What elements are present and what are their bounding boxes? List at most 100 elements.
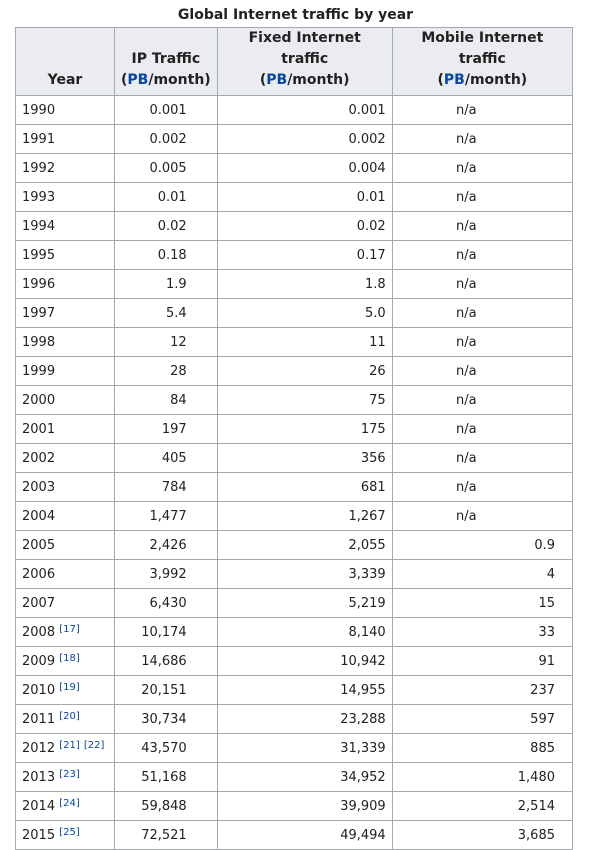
pb-link[interactable]: PB: [127, 72, 149, 88]
table-row: 1995 0.18 0.17 n/a: [15, 240, 574, 270]
year-value: 1997: [22, 305, 56, 321]
ip-traffic-cell: 784: [114, 472, 218, 502]
year-value: 1991: [22, 131, 56, 147]
mobile-traffic-cell: 3,685: [391, 820, 574, 850]
year-cell: 1990: [15, 95, 115, 125]
year-value: 2007: [22, 595, 56, 611]
year-cell: 1997: [15, 298, 115, 328]
table-row: 1991 0.002 0.002 n/a: [15, 124, 574, 154]
header-fixed-label: Fixed Internet traffic: [248, 30, 361, 67]
header-year: Year: [15, 27, 115, 96]
table-row: 1997 5.4 5.0 n/a: [15, 298, 574, 328]
ip-traffic-cell: 0.001: [114, 95, 218, 125]
year-cell: 2015 [25]: [15, 820, 115, 850]
unit-open: (: [121, 72, 128, 88]
reference-link[interactable]: [21]: [59, 739, 80, 751]
fixed-traffic-cell: 356: [216, 443, 393, 473]
year-value: 1995: [22, 247, 56, 263]
table-row: 2004 1,477 1,267 n/a: [15, 501, 574, 531]
year-cell: 2012 [21] [22]: [15, 733, 115, 763]
reference-link[interactable]: [23]: [59, 768, 80, 780]
fixed-traffic-cell: 0.004: [216, 153, 393, 183]
reference-link[interactable]: [22]: [83, 739, 105, 751]
year-cell: 1994: [15, 211, 115, 241]
reference-link[interactable]: [24]: [59, 797, 80, 809]
fixed-traffic-cell: 39,909: [216, 791, 393, 821]
unit-close: ): [520, 72, 528, 88]
table-row: 1999 28 26 n/a: [15, 356, 574, 386]
table-row: 2012 [21] [22] 43,570 31,339 885: [15, 733, 574, 763]
ip-traffic-cell: 6,430: [114, 588, 218, 618]
ip-traffic-cell: 3,992: [114, 559, 218, 589]
year-value: 1994: [22, 218, 56, 234]
fixed-traffic-cell: 8,140: [216, 617, 393, 647]
reference-link[interactable]: [19]: [59, 681, 80, 693]
fixed-traffic-cell: 75: [216, 385, 393, 415]
table-row: 1993 0.01 0.01 n/a: [15, 182, 574, 212]
mobile-traffic-cell: n/a: [391, 124, 574, 154]
reference-link[interactable]: [18]: [59, 652, 80, 664]
year-value: 1992: [22, 160, 56, 176]
year-cell: 2005: [15, 530, 115, 560]
ip-traffic-cell: 5.4: [114, 298, 218, 328]
fixed-traffic-cell: 681: [216, 472, 393, 502]
year-cell: 2002: [15, 443, 115, 473]
fixed-traffic-cell: 1,267: [216, 501, 393, 531]
year-cell: 1992: [15, 153, 115, 183]
year-cell: 2006: [15, 559, 115, 589]
table-body: 1990 0.001 0.001 n/a 1991 0.002 0.002 n/a 1992 0.…: [15, 95, 574, 850]
fixed-traffic-cell: 26: [216, 356, 393, 386]
unit-close: ): [204, 72, 211, 88]
unit-rest: /month: [464, 72, 521, 88]
table-row: 2008 [17] 10,174 8,140 33: [15, 617, 574, 647]
mobile-traffic-cell: 4: [391, 559, 574, 589]
ip-traffic-cell: 1,477: [114, 501, 218, 531]
table-row: 2009 [18] 14,686 10,942 91: [15, 646, 574, 676]
pb-link[interactable]: PB: [266, 72, 288, 88]
reference-link[interactable]: [17]: [59, 623, 80, 635]
reference-link[interactable]: [25]: [59, 826, 80, 838]
header-ip-label: IP Traffic: [131, 51, 201, 67]
table-row: 2002 405 356 n/a: [15, 443, 574, 473]
fixed-traffic-cell: 5.0: [216, 298, 393, 328]
fixed-traffic-cell: 34,952: [216, 762, 393, 792]
pb-link[interactable]: PB: [443, 72, 465, 88]
fixed-traffic-cell: 0.01: [216, 182, 393, 212]
year-cell: 1998: [15, 327, 115, 357]
table-row: 1990 0.001 0.001 n/a: [15, 95, 574, 125]
mobile-traffic-cell: n/a: [391, 327, 574, 357]
year-value: 2009: [22, 653, 56, 669]
fixed-traffic-cell: 0.17: [216, 240, 393, 270]
table-row: 2014 [24] 59,848 39,909 2,514: [15, 791, 574, 821]
year-value: 2011: [22, 711, 56, 727]
ip-traffic-cell: 12: [114, 327, 218, 357]
unit-rest: /month: [287, 72, 344, 88]
ip-traffic-cell: 0.005: [114, 153, 218, 183]
mobile-traffic-cell: n/a: [391, 153, 574, 183]
reference-link[interactable]: [20]: [59, 710, 80, 722]
ip-traffic-cell: 84: [114, 385, 218, 415]
unit-rest: /month: [148, 72, 205, 88]
year-value: 2006: [22, 566, 56, 582]
ip-traffic-cell: 405: [114, 443, 218, 473]
ip-traffic-cell: 0.002: [114, 124, 218, 154]
fixed-traffic-cell: 5,219: [216, 588, 393, 618]
mobile-traffic-cell: 885: [391, 733, 574, 763]
year-value: 2003: [22, 479, 56, 495]
year-value: 2000: [22, 392, 56, 408]
fixed-traffic-cell: 11: [216, 327, 393, 357]
year-cell: 2004: [15, 501, 115, 531]
table-row: 2000 84 75 n/a: [15, 385, 574, 415]
ip-traffic-cell: 1.9: [114, 269, 218, 299]
fixed-traffic-cell: 23,288: [216, 704, 393, 734]
table-row: 1998 12 11 n/a: [15, 327, 574, 357]
year-cell: 2003: [15, 472, 115, 502]
mobile-traffic-cell: n/a: [391, 269, 574, 299]
fixed-traffic-cell: 175: [216, 414, 393, 444]
table-row: 2005 2,426 2,055 0.9: [15, 530, 574, 560]
year-value: 1996: [22, 276, 56, 292]
year-value: 2010: [22, 682, 56, 698]
mobile-traffic-cell: n/a: [391, 501, 574, 531]
traffic-table: Year IP Traffic (PB/month) Fixed Interne…: [15, 27, 574, 850]
mobile-traffic-cell: n/a: [391, 298, 574, 328]
